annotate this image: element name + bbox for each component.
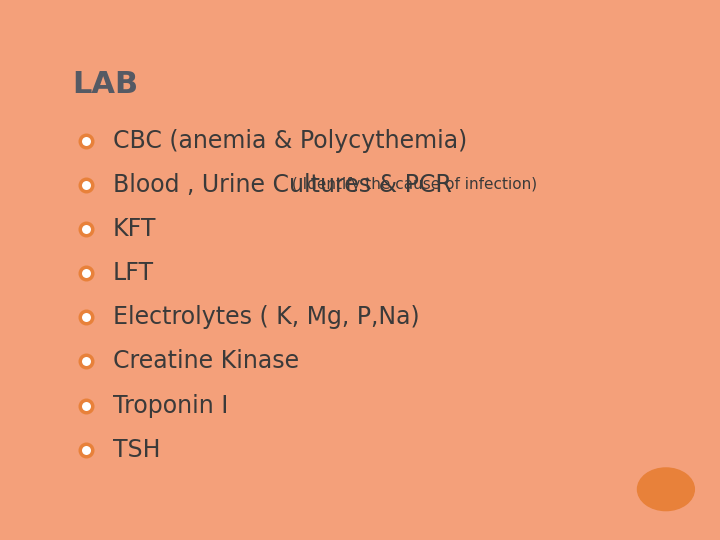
Text: Troponin I: Troponin I — [113, 394, 228, 417]
Text: ( Identify the cause of infection): ( Identify the cause of infection) — [287, 177, 537, 192]
Text: Electrolytes ( K, Mg, P,Na): Electrolytes ( K, Mg, P,Na) — [113, 305, 420, 329]
Text: LFT: LFT — [113, 261, 154, 285]
Text: KFT: KFT — [113, 217, 156, 241]
Text: TSH: TSH — [113, 438, 161, 462]
Text: LAB: LAB — [72, 70, 138, 99]
Text: Creatine Kinase: Creatine Kinase — [113, 349, 299, 373]
Circle shape — [637, 468, 694, 511]
Text: Blood , Urine Cultures & PCR: Blood , Urine Cultures & PCR — [113, 173, 452, 197]
Text: CBC (anemia & Polycythemia): CBC (anemia & Polycythemia) — [113, 129, 467, 153]
